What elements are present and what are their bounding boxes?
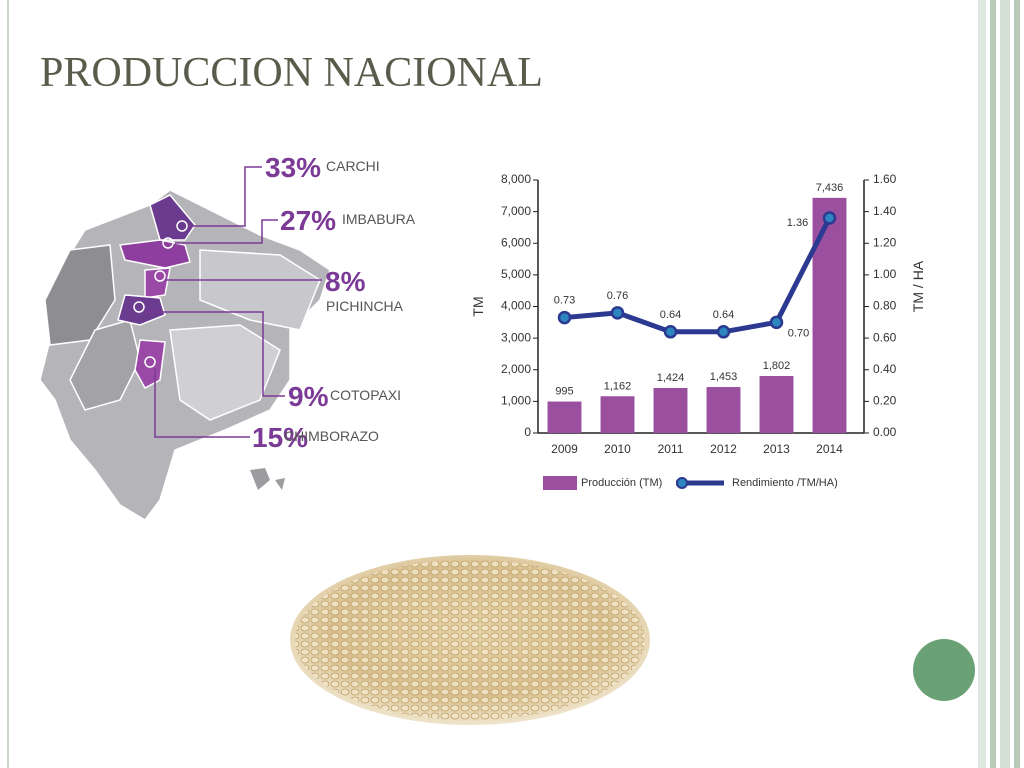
frame-bar [990, 0, 996, 768]
region-percent: 33% [265, 152, 321, 183]
y-axis-label: TM [470, 296, 486, 316]
decor-circle [913, 639, 975, 701]
bar [759, 376, 794, 433]
y-tick-label: 1,000 [501, 394, 531, 408]
region-percent: 27% [280, 205, 336, 236]
chart: 0 1,000 2,000 3,000 4,000 5,000 6,000 7,000 8,00… [470, 172, 926, 490]
bar-value-label: 7,436 [816, 182, 844, 194]
y-tick-label: 2,000 [501, 362, 531, 376]
quinoa-image [290, 555, 650, 725]
line-value-label: 0.64 [660, 309, 681, 321]
x-tick-label: 2010 [604, 442, 631, 456]
frame-bar [1014, 0, 1020, 768]
x-tick-label: 2009 [551, 442, 578, 456]
legend-label: Rendimiento /TM/HA) [732, 477, 838, 489]
region-name: PICHINCHA [326, 298, 404, 314]
line-point [663, 325, 678, 339]
y-tick-label: 8,000 [501, 172, 531, 186]
region-percent: 9% [288, 381, 329, 412]
bar-value-label: 1,162 [604, 380, 632, 392]
line [564, 216, 832, 335]
y2-tick-label: 0.00 [873, 425, 897, 439]
y2-tick-label: 1.00 [873, 267, 897, 281]
line-value-label: 0.64 [713, 309, 734, 321]
y2-axis-label: TM / HA [910, 260, 926, 312]
x-tick-label: 2014 [816, 442, 843, 456]
y2-tick-label: 1.60 [873, 172, 897, 186]
bar-value-label: 1,453 [710, 371, 738, 383]
bar [812, 197, 847, 433]
y-tick-label: 6,000 [501, 235, 531, 249]
region-name: CHIMBORAZO [284, 428, 379, 444]
x-tick-label: 2013 [763, 442, 790, 456]
bar-value-label: 995 [555, 386, 573, 398]
y2-tick-label: 0.20 [873, 394, 897, 408]
bar-value-label: 1,424 [657, 372, 685, 384]
y-tick-label: 3,000 [501, 330, 531, 344]
legend-swatch [543, 476, 577, 490]
frame-bar [978, 0, 986, 768]
bar [653, 387, 688, 433]
y-tick-label: 5,000 [501, 267, 531, 281]
frame-bar [1000, 0, 1010, 768]
y-tick-label: 4,000 [501, 299, 531, 313]
bar [706, 387, 741, 433]
x-tick-label: 2011 [658, 442, 684, 456]
y-tick-label: 0 [524, 425, 531, 439]
line-point [822, 211, 837, 225]
y-tick-label: 7,000 [501, 204, 531, 218]
line-value-label: 0.76 [607, 290, 628, 302]
ecuador-map [39, 166, 331, 521]
y2-tick-label: 0.60 [873, 330, 897, 344]
bar-value-label: 1,802 [763, 360, 791, 372]
region-name: COTOPAXI [330, 387, 401, 403]
bar [600, 396, 635, 433]
region-name: IMBABURA [342, 211, 416, 227]
y2-tick-label: 0.80 [873, 299, 897, 313]
line-point [716, 325, 731, 339]
line-point [610, 306, 625, 320]
line-point [557, 310, 572, 325]
line-value-label: 0.73 [554, 295, 575, 307]
map-labels: 33% CARCHI 27% IMBABURA 8%PICHINCHA 9% COTOPAX… [252, 152, 416, 453]
x-tick-label: 2012 [710, 442, 737, 456]
region-name: CARCHI [326, 158, 380, 174]
slide-title: PRODUCCION NACIONAL [40, 50, 543, 96]
region-percent: 8% [325, 266, 366, 297]
y2-tick-label: 1.40 [873, 204, 897, 218]
line-value-label: 1.36 [787, 217, 808, 229]
line-value-label: 0.70 [788, 327, 809, 339]
y2-tick-label: 0.40 [873, 362, 897, 376]
bar [547, 401, 582, 433]
legend-label: Producción (TM) [581, 477, 662, 489]
legend-marker [676, 477, 688, 489]
line-point [769, 315, 784, 330]
region-percent: 15% [252, 422, 308, 453]
y2-tick-label: 1.20 [873, 235, 897, 249]
